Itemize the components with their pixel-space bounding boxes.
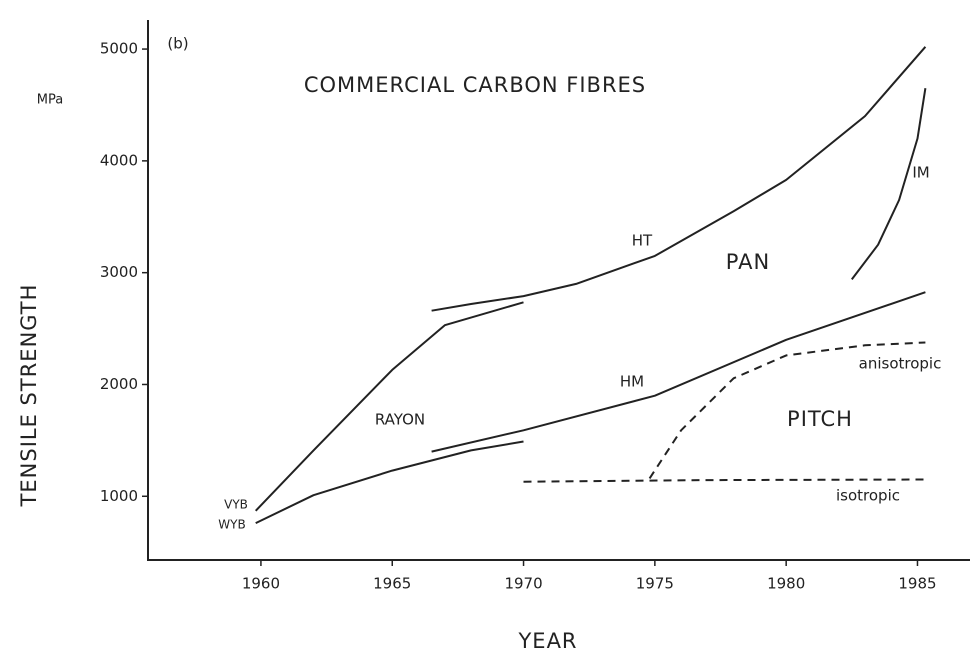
chart-title: COMMERCIAL CARBON FIBRES (304, 73, 646, 97)
y-tick-label: 1000 (100, 487, 138, 505)
series-line (523, 478, 926, 483)
series-label: HT (632, 232, 653, 250)
y-axis-label: TENSILE STRENGTH (17, 284, 41, 508)
x-tick-label: 1975 (636, 575, 674, 593)
y-tick-label: 5000 (100, 40, 138, 58)
x-tick-label: 1965 (373, 575, 411, 593)
series-line (255, 440, 524, 525)
series-label: isotropic (836, 487, 900, 505)
y-tick-label: 3000 (100, 263, 138, 281)
annotation: PAN (726, 250, 770, 274)
series-line (431, 46, 927, 312)
panel-label: (b) (167, 35, 188, 53)
annotation: PITCH (787, 407, 853, 431)
series-line (431, 291, 926, 453)
x-tick-label: 1970 (504, 575, 542, 593)
series-label: VYB (224, 498, 248, 512)
y-unit: MPa (37, 93, 63, 108)
x-tick-label: 1980 (767, 575, 805, 593)
series-line (851, 88, 927, 281)
series-label: anisotropic (859, 355, 942, 373)
x-tick-label: 1985 (898, 575, 936, 593)
series-label: IM (912, 164, 929, 182)
series-label: HM (620, 373, 644, 391)
series-line (254, 301, 524, 512)
annotation: RAYON (375, 411, 425, 429)
x-axis-label: YEAR (517, 629, 577, 653)
axes (147, 20, 970, 561)
y-tick-label: 2000 (100, 375, 138, 393)
series-label: WYB (218, 518, 245, 532)
x-tick-label: 1960 (242, 575, 280, 593)
y-tick-label: 4000 (100, 151, 138, 169)
series-line (648, 341, 926, 479)
